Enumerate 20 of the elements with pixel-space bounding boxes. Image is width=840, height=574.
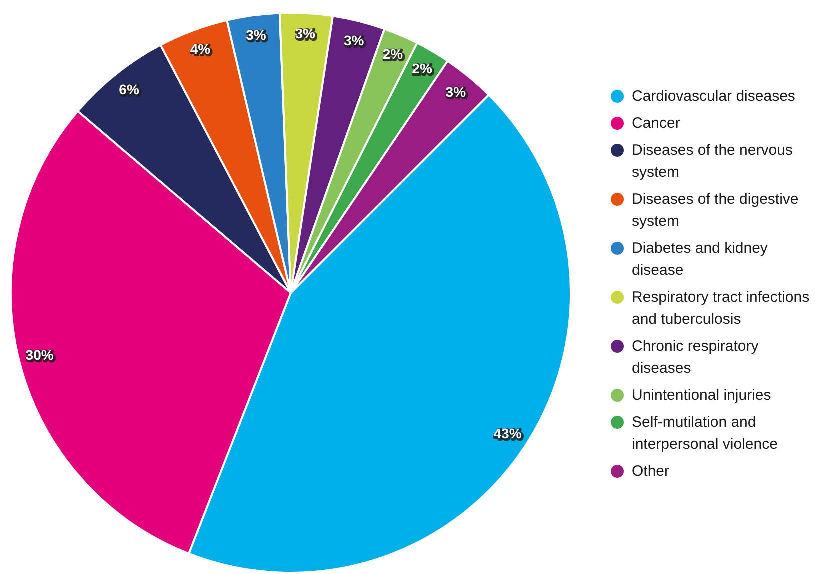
data-label: 3% [296,26,318,42]
data-label: 3% [344,34,366,50]
legend-label: Diseases of the digestive system [632,190,800,232]
data-label: 30% [26,348,56,364]
legend-label: Diseases of the nervous system [632,141,794,183]
legend-label: Self-mutilation and interpersonal violence [632,413,779,455]
legend-label: Chronic respiratory diseases [632,337,760,379]
data-label: 6% [120,82,141,99]
data-label: 4% [191,42,212,58]
data-label: 2% [384,46,405,63]
data-label: 43% [494,426,524,443]
legend-label: Other [632,462,671,482]
legend-label: Respiratory tract infections and tuberculosis [632,288,811,330]
legend-label: Unintentional injuries [632,386,772,406]
legend-label: Cancer [632,114,682,134]
data-label: 2% [413,62,434,78]
data-label: 3% [446,85,468,102]
data-label: 3% [247,28,268,44]
legend-label: Cardiovascular diseases [632,87,796,107]
legend-label: Diabetes and kidney disease [632,239,769,281]
